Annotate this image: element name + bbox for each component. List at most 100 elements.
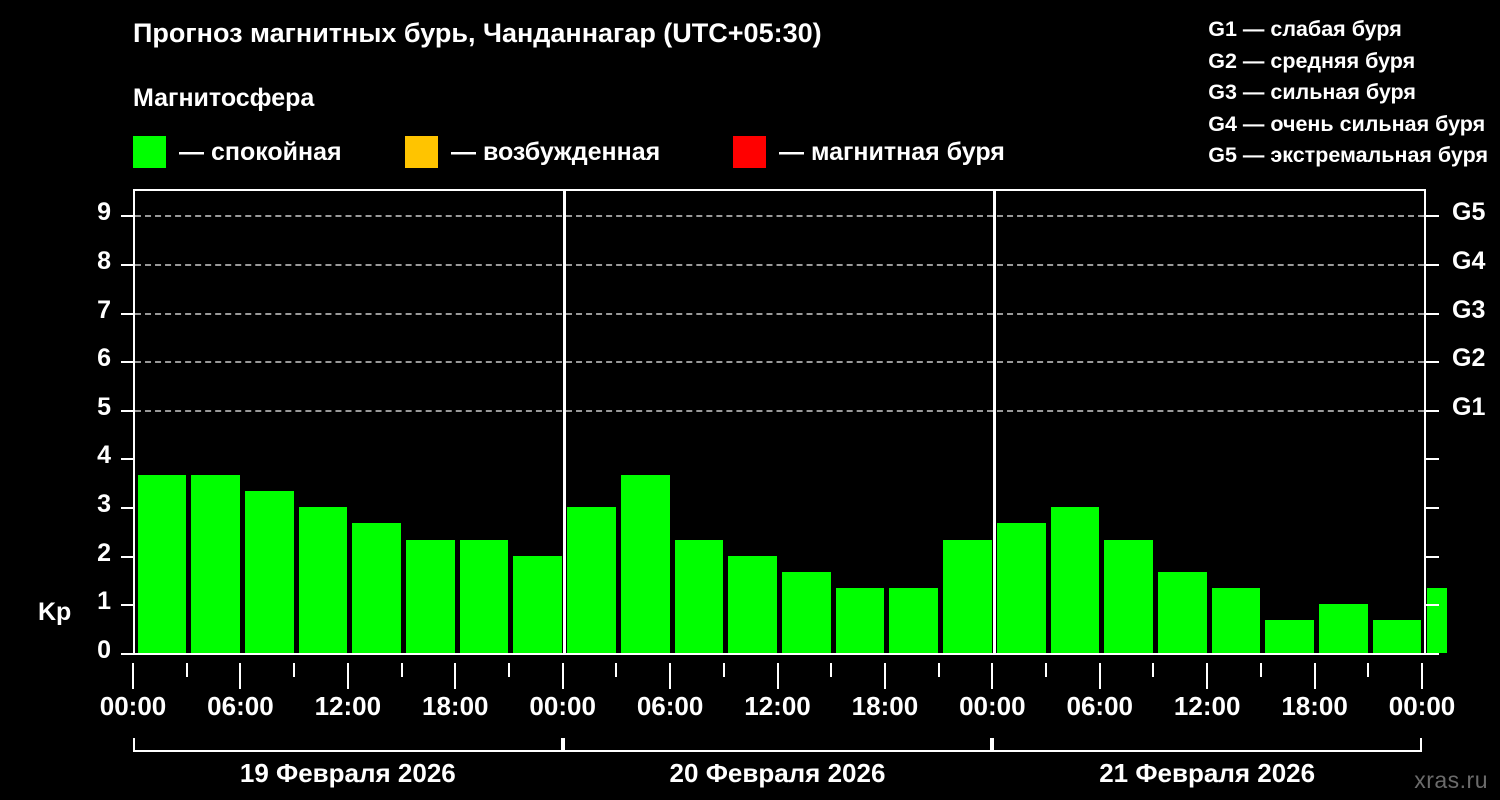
x-tick-minor [293, 663, 296, 677]
y-tick-mark-5 [121, 409, 133, 412]
y-tick-label-0: 0 [97, 636, 111, 664]
x-tick-major [776, 663, 779, 689]
x-axis-label: 12:00 [1173, 691, 1241, 721]
x-tick-minor [830, 663, 833, 677]
day-separator-1 [563, 191, 567, 653]
g-axis-minor-tick-1 [1426, 604, 1439, 607]
x-tick-minor [1367, 663, 1370, 677]
x-tick-minor [615, 663, 618, 677]
g-tick-mark-g4 [1426, 263, 1439, 266]
y-tick-mark-6 [121, 361, 133, 364]
bar [406, 539, 455, 653]
x-tick-major [1421, 663, 1423, 689]
g-axis-minor-tick-2 [1426, 555, 1439, 558]
x-axis-label: 00:00 [1388, 691, 1456, 721]
legend-label-calm: — спокойная [179, 137, 342, 166]
x-tick-minor [1045, 663, 1048, 677]
bar [298, 507, 348, 653]
x-tick-major [346, 663, 349, 689]
legend-label-storm: — магнитная буря [779, 137, 1005, 166]
y-tick-label-5: 5 [97, 392, 111, 421]
magnetosphere-heading: Магнитосфера [133, 84, 315, 112]
y-tick-mark-2 [121, 555, 133, 558]
y-tick-label-6: 6 [97, 344, 111, 373]
x-tick-minor [1152, 663, 1155, 677]
x-axis-label: 00:00 [529, 691, 596, 721]
y-tick-mark-1 [121, 604, 133, 607]
bar [513, 555, 563, 653]
gridline-kp-9 [135, 215, 1424, 218]
bar [835, 588, 885, 653]
x-axis-label: 12:00 [744, 691, 811, 721]
gridline-kp-6 [135, 361, 1424, 364]
g-axis-minor-tick-0 [1426, 653, 1439, 655]
legend-swatch-storm [733, 136, 766, 168]
date-brackets: 19 Февраля 2026 20 Февраля 2026 21 Февраля… [133, 738, 1426, 800]
x-tick-major [132, 663, 134, 689]
x-axis-label: 18:00 [422, 691, 489, 721]
x-tick-minor [400, 663, 403, 677]
bar [943, 539, 992, 653]
g-tick-mark-g3 [1426, 312, 1439, 315]
x-tick-major [1313, 663, 1316, 689]
x-axis-label: 18:00 [851, 691, 919, 721]
g-legend-row-g2: G2 — средняя буря [1208, 48, 1416, 73]
g-legend-row-g1: G1 — слабая буря [1208, 17, 1402, 41]
bar [620, 474, 670, 653]
bar [1104, 539, 1153, 653]
watermark: xras.ru [1414, 767, 1488, 793]
bar [459, 539, 509, 653]
legend-swatch-calm [133, 136, 166, 168]
magnetosphere-legend-item-excited: — возбужденная [405, 133, 660, 171]
y-tick-label-4: 4 [97, 441, 111, 470]
y-tick-mark-3 [121, 507, 133, 510]
g-legend-row-g3: G3 — сильная буря [1208, 80, 1416, 104]
g-tick-mark-g1 [1426, 409, 1439, 412]
x-tick-major [561, 663, 564, 689]
gridline-kp-8 [135, 263, 1424, 266]
x-tick-minor [185, 663, 188, 677]
x-tick-major [1206, 663, 1209, 689]
x-tick-major [1098, 663, 1101, 689]
y-tick-mark-7 [121, 312, 133, 315]
x-axis-label: 18:00 [1281, 691, 1348, 721]
legend-label-excited: — возбужденная [451, 137, 661, 166]
date-bracket-2 [562, 738, 993, 752]
bar [782, 571, 831, 653]
bar [1211, 588, 1261, 653]
x-tick-minor [507, 663, 510, 677]
x-axis-time: 00:00 06:00 12:00 18:00 00:00 06:00 12:00 18:00… [100, 655, 1455, 721]
magnetosphere-legend-item-calm: — спокойная [133, 133, 342, 171]
bar [191, 474, 240, 653]
bar [567, 507, 616, 653]
g-legend-row-g4: G4 — очень сильная буря [1208, 111, 1486, 136]
g-tick-label-g2: G2 [1452, 344, 1486, 373]
bar [137, 474, 187, 653]
x-tick-minor [937, 663, 940, 677]
y-axis-g-scale: G1 G2 G3 G4 G5 [1426, 189, 1500, 655]
plot-inner [135, 191, 1447, 653]
x-axis-label: 00:00 [99, 691, 167, 721]
legend-swatch-excited [405, 136, 438, 168]
date-bracket-3 [992, 738, 1422, 752]
x-tick-major [991, 663, 994, 689]
bar [1157, 571, 1207, 653]
date-bracket-1 [133, 738, 563, 752]
gridline-kp-7 [135, 312, 1424, 315]
bar [1319, 604, 1368, 653]
g-axis-minor-tick-4 [1426, 458, 1439, 461]
x-tick-major [239, 663, 242, 689]
y-tick-mark-4 [121, 458, 133, 461]
bar [352, 523, 402, 653]
g-tick-label-g3: G3 [1452, 295, 1486, 324]
plot-area [133, 189, 1447, 655]
x-tick-major [883, 663, 886, 689]
y-tick-label-3: 3 [97, 490, 111, 519]
x-axis-label: 12:00 [314, 691, 382, 721]
bar [1050, 507, 1100, 653]
bar [996, 523, 1046, 653]
x-tick-minor [722, 663, 725, 677]
y-tick-label-9: 9 [97, 198, 111, 227]
y-tick-label-8: 8 [97, 246, 111, 275]
